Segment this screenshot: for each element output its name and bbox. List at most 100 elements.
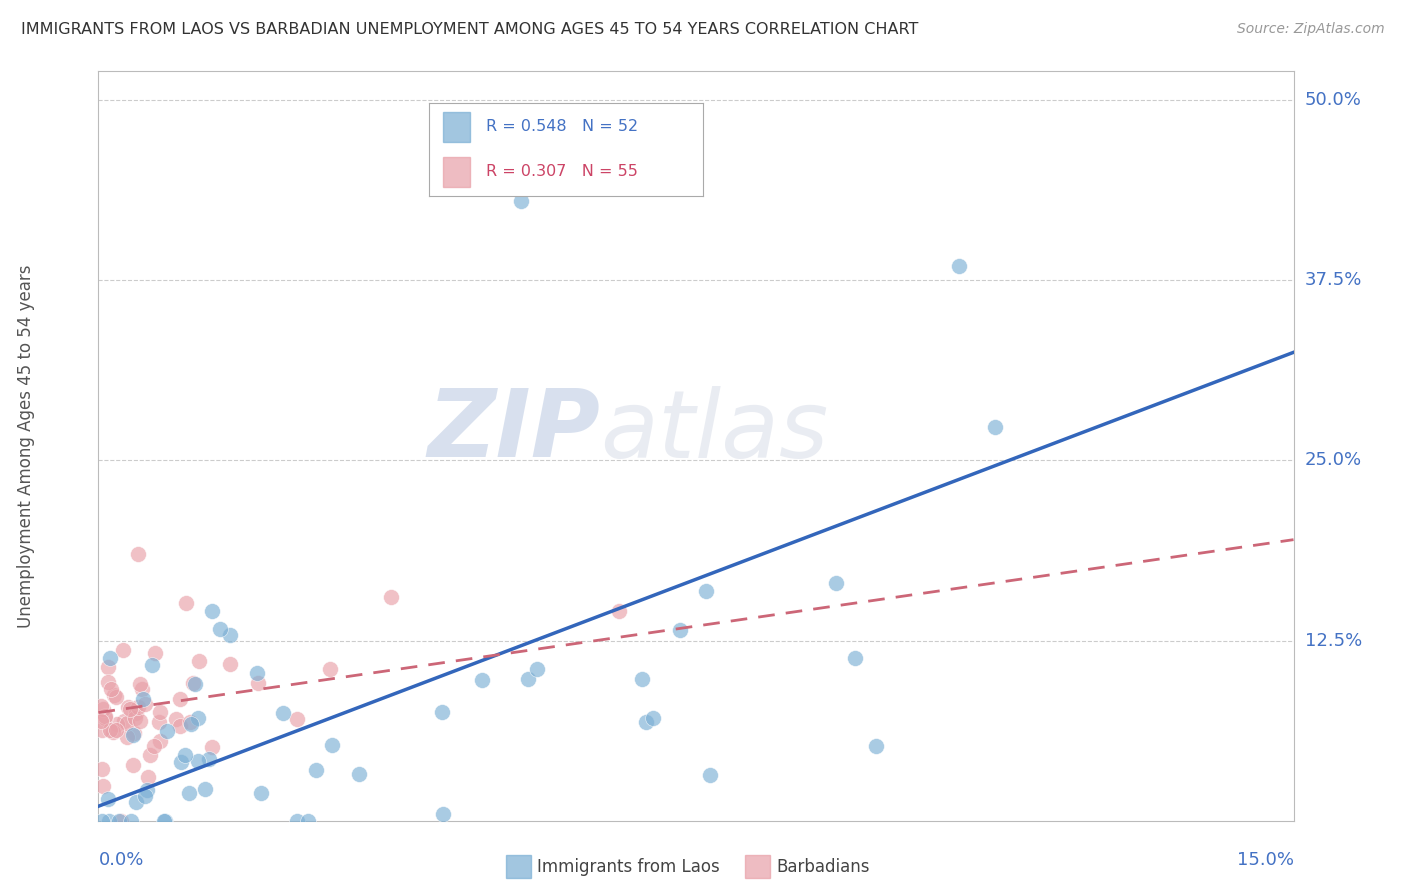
Text: 0.0%: 0.0%	[98, 851, 143, 869]
Point	[110, 814, 132, 828]
Point	[97, 674, 120, 689]
Point	[526, 662, 548, 676]
Point	[124, 706, 146, 721]
Point	[115, 716, 138, 731]
Text: Barbadians: Barbadians	[776, 858, 870, 876]
Point	[184, 677, 207, 691]
Point	[103, 688, 125, 702]
Point	[90, 699, 112, 714]
Point	[984, 420, 1007, 434]
Point	[218, 657, 240, 672]
Point	[131, 681, 153, 696]
Point	[155, 814, 177, 828]
Text: 37.5%: 37.5%	[1305, 271, 1362, 289]
Point	[94, 708, 117, 723]
Point	[174, 596, 197, 610]
Text: ZIP: ZIP	[427, 385, 600, 477]
Point	[169, 692, 191, 706]
Point	[117, 700, 139, 714]
Point	[98, 814, 121, 828]
Point	[669, 623, 692, 637]
Point	[432, 705, 454, 719]
Point	[285, 712, 308, 726]
Point	[101, 725, 124, 739]
Point	[156, 724, 179, 739]
Text: 12.5%: 12.5%	[1305, 632, 1362, 649]
Point	[173, 747, 195, 762]
Point	[844, 650, 866, 665]
Point	[105, 717, 128, 731]
Point	[141, 658, 163, 673]
Point	[142, 739, 165, 753]
Point	[181, 675, 204, 690]
Point	[201, 739, 224, 754]
Point	[209, 622, 232, 636]
Point	[136, 782, 159, 797]
Point	[104, 723, 127, 738]
Text: R = 0.548   N = 52: R = 0.548 N = 52	[486, 120, 638, 135]
Point	[695, 584, 717, 599]
Point	[112, 714, 135, 728]
Point	[170, 756, 193, 770]
Point	[825, 576, 848, 591]
Point	[94, 711, 117, 725]
Point	[128, 714, 150, 728]
Point	[121, 728, 143, 742]
Point	[187, 711, 209, 725]
Point	[97, 792, 120, 806]
Point	[865, 739, 887, 753]
Point	[120, 814, 142, 828]
Point	[634, 714, 657, 729]
Text: 50.0%: 50.0%	[1305, 91, 1361, 109]
Text: 25.0%: 25.0%	[1305, 451, 1362, 469]
Text: Unemployment Among Ages 45 to 54 years: Unemployment Among Ages 45 to 54 years	[17, 264, 35, 628]
Point	[91, 723, 114, 738]
Text: Source: ZipAtlas.com: Source: ZipAtlas.com	[1237, 22, 1385, 37]
Point	[122, 757, 145, 772]
Point	[304, 763, 326, 777]
Point	[607, 603, 630, 617]
Point	[129, 677, 152, 691]
Point	[169, 719, 191, 733]
Point	[127, 547, 149, 561]
Point	[132, 692, 155, 706]
Point	[201, 604, 224, 618]
Point	[108, 814, 131, 828]
Point	[124, 711, 146, 725]
Point	[136, 770, 159, 784]
Point	[179, 714, 201, 729]
Text: 15.0%: 15.0%	[1236, 851, 1294, 869]
Point	[149, 734, 172, 748]
Point	[149, 705, 172, 719]
Point	[271, 706, 294, 721]
Point	[98, 723, 121, 737]
Point	[122, 725, 145, 739]
Point	[117, 730, 139, 744]
Point	[120, 702, 142, 716]
Point	[165, 712, 187, 726]
Point	[180, 716, 202, 731]
Point	[152, 814, 174, 828]
Point	[194, 782, 217, 797]
Point	[948, 259, 970, 273]
Point	[90, 763, 112, 777]
Point	[198, 751, 221, 765]
Point	[91, 814, 114, 828]
Text: R = 0.307   N = 55: R = 0.307 N = 55	[486, 164, 638, 179]
Point	[509, 194, 531, 208]
Point	[97, 660, 120, 674]
Point	[318, 662, 340, 676]
Point	[187, 754, 209, 768]
Bar	[443, 112, 470, 142]
Point	[134, 697, 156, 711]
Point	[297, 814, 319, 828]
Point	[219, 628, 242, 642]
Point	[471, 673, 494, 688]
Point	[643, 711, 665, 725]
Point	[188, 655, 211, 669]
Point	[143, 646, 166, 660]
Point	[349, 767, 371, 781]
Point	[148, 714, 170, 729]
Point	[287, 814, 309, 828]
Point	[517, 672, 540, 686]
